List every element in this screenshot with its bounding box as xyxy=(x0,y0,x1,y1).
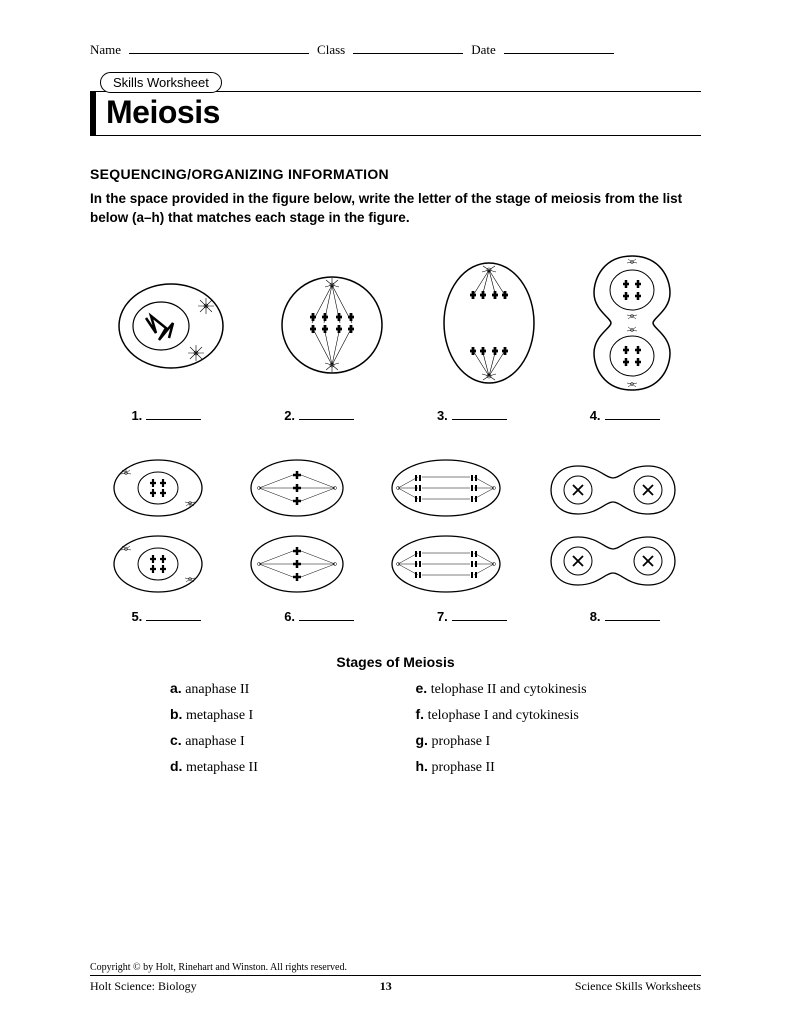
stage-h: h. prophase II xyxy=(416,758,622,776)
answer-4: 4. xyxy=(590,408,660,423)
stage-g: g. prophase I xyxy=(416,732,622,750)
answer-2-num: 2. xyxy=(284,408,295,423)
stage-b-text: metaphase I xyxy=(186,708,253,723)
stage-a-text: anaphase II xyxy=(185,682,249,697)
answer-7: 7. xyxy=(437,609,507,624)
answer-1-blank[interactable] xyxy=(146,408,201,420)
answer-8-blank[interactable] xyxy=(605,609,660,621)
cell-pair-6 xyxy=(245,453,350,599)
answer-6: 6. xyxy=(284,609,354,624)
answer-5-num: 5. xyxy=(131,609,142,624)
cell-diagram-5a xyxy=(108,453,208,523)
stage-c-text: anaphase I xyxy=(185,734,244,749)
answer-2: 2. xyxy=(284,408,354,423)
answer-3-num: 3. xyxy=(437,408,448,423)
date-blank[interactable] xyxy=(504,40,614,54)
cell-diagram-5b xyxy=(108,529,208,599)
footer-right: Science Skills Worksheets xyxy=(575,979,701,994)
name-blank[interactable] xyxy=(129,40,309,54)
answer-8: 8. xyxy=(590,609,660,624)
cell-diagram-2 xyxy=(272,263,392,383)
stage-e-text: telophase II and cytokinesis xyxy=(431,682,587,697)
stages-heading: Stages of Meiosis xyxy=(90,654,701,670)
stage-b: b. metaphase I xyxy=(170,706,376,724)
answer-3-blank[interactable] xyxy=(452,408,507,420)
answer-3: 3. xyxy=(437,408,507,423)
answer-4-num: 4. xyxy=(590,408,601,423)
header-fields: Name Class Date xyxy=(90,40,701,58)
figure-row-1 xyxy=(90,248,701,398)
stage-c: c. anaphase I xyxy=(170,732,376,750)
title-bar: Meiosis xyxy=(90,91,701,136)
name-label: Name xyxy=(90,42,121,58)
cell-diagram-7a xyxy=(386,453,506,523)
cell-pair-7 xyxy=(386,453,506,599)
cell-diagram-6a xyxy=(245,453,350,523)
stage-a-letter: a. xyxy=(170,680,182,696)
stage-c-letter: c. xyxy=(170,732,182,748)
answer-7-blank[interactable] xyxy=(452,609,507,621)
cell-pair-8 xyxy=(543,458,683,594)
date-label: Date xyxy=(471,42,496,58)
stage-e-letter: e. xyxy=(416,680,428,696)
stage-d: d. metaphase II xyxy=(170,758,376,776)
cell-diagram-8b xyxy=(543,529,683,594)
answer-8-num: 8. xyxy=(590,609,601,624)
figure-row-2 xyxy=(90,453,701,599)
answer-5: 5. xyxy=(131,609,201,624)
class-label: Class xyxy=(317,42,345,58)
cell-diagram-4 xyxy=(585,248,680,398)
worksheet-page: Name Class Date Skills Worksheet Meiosis… xyxy=(0,0,791,846)
cell-diagram-6b xyxy=(245,529,350,599)
stage-d-text: metaphase II xyxy=(186,760,258,775)
page-title: Meiosis xyxy=(106,94,691,131)
answer-row-1: 1. 2. 3. 4. xyxy=(90,408,701,423)
footer-left: Holt Science: Biology xyxy=(90,979,197,994)
cell-diagram-3 xyxy=(434,255,544,390)
section-heading: SEQUENCING/ORGANIZING INFORMATION xyxy=(90,166,701,182)
stage-h-letter: h. xyxy=(416,758,428,774)
stage-f: f. telophase I and cytokinesis xyxy=(416,706,622,724)
stage-g-text: prophase I xyxy=(431,734,490,749)
footer: Copyright © by Holt, Rinehart and Winsto… xyxy=(90,962,701,994)
stage-f-text: telophase I and cytokinesis xyxy=(428,708,579,723)
answer-1-num: 1. xyxy=(131,408,142,423)
stage-d-letter: d. xyxy=(170,758,182,774)
stage-f-letter: f. xyxy=(416,706,425,722)
cell-diagram-7b xyxy=(386,529,506,599)
stage-a: a. anaphase II xyxy=(170,680,376,698)
class-blank[interactable] xyxy=(353,40,463,54)
answer-row-2: 5. 6. 7. 8. xyxy=(90,609,701,624)
stage-b-letter: b. xyxy=(170,706,182,722)
instructions: In the space provided in the figure belo… xyxy=(90,190,701,228)
answer-1: 1. xyxy=(131,408,201,423)
skills-badge: Skills Worksheet xyxy=(100,72,222,93)
answer-7-num: 7. xyxy=(437,609,448,624)
answer-4-blank[interactable] xyxy=(605,408,660,420)
stage-h-text: prophase II xyxy=(431,760,494,775)
stages-list: a. anaphase II e. telophase II and cytok… xyxy=(90,680,701,776)
footer-line: Holt Science: Biology 13 Science Skills … xyxy=(90,979,701,994)
footer-page-number: 13 xyxy=(380,979,392,994)
footer-copyright: Copyright © by Holt, Rinehart and Winsto… xyxy=(90,962,701,976)
answer-2-blank[interactable] xyxy=(299,408,354,420)
answer-5-blank[interactable] xyxy=(146,609,201,621)
stage-e: e. telophase II and cytokinesis xyxy=(416,680,622,698)
answer-6-blank[interactable] xyxy=(299,609,354,621)
stage-g-letter: g. xyxy=(416,732,428,748)
title-block: Skills Worksheet Meiosis xyxy=(90,72,701,136)
cell-diagram-1 xyxy=(111,268,231,378)
cell-diagram-8a xyxy=(543,458,683,523)
answer-6-num: 6. xyxy=(284,609,295,624)
cell-pair-5 xyxy=(108,453,208,599)
